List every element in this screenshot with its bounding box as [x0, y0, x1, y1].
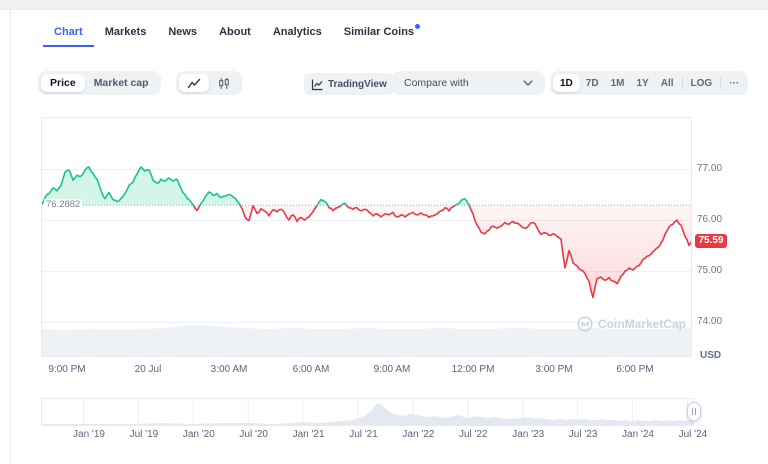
x-axis-label: 3:00 AM — [210, 364, 248, 375]
y-axis-label: 77.00 — [697, 163, 723, 174]
page-left-divider — [10, 10, 11, 464]
tab-chart[interactable]: Chart — [43, 27, 94, 47]
navigator-date-label: Jan '20 — [182, 429, 215, 440]
page-top-strip — [0, 0, 768, 10]
navigator-date-label: Jul '19 — [129, 429, 159, 440]
watermark: CoinMarketCap — [577, 316, 686, 332]
line-chart-type-button[interactable] — [179, 74, 209, 92]
section-tabs: Chart Markets News About Analytics Similar Co… — [43, 24, 425, 47]
current-price-tag: 75.59 — [695, 234, 727, 248]
candlestick-chart-icon — [219, 77, 229, 89]
chart-type-toggle — [176, 71, 242, 95]
navigator-date-label: Jul '24 — [678, 429, 708, 440]
tab-markets[interactable]: Markets — [104, 26, 147, 38]
timeline-navigator[interactable] — [41, 398, 694, 426]
x-axis-label: 9:00 AM — [373, 364, 411, 375]
navigator-date-label: Jul '21 — [349, 429, 378, 440]
time-range-selector: 1D 7D 1M 1Y All LOG ··· — [550, 71, 749, 95]
watermark-text: CoinMarketCap — [598, 317, 687, 331]
x-axis-label: 12:00 PM — [451, 364, 495, 375]
range-button-all[interactable]: All — [660, 77, 674, 89]
metric-toggle: Price Market cap — [38, 71, 161, 95]
chevron-down-icon — [523, 80, 533, 86]
tradingview-label: TradingView — [328, 78, 387, 90]
y-axis-label: 74.00 — [697, 316, 723, 327]
x-axis-label: 6:00 AM — [292, 364, 330, 375]
navigator-date-label: Jan '21 — [292, 429, 325, 440]
tab-about[interactable]: About — [219, 26, 251, 38]
divider — [720, 77, 722, 89]
compare-with-dropdown[interactable]: Compare with — [392, 71, 545, 95]
new-badge-dot — [415, 24, 421, 29]
navigator-date-label: Jul '23 — [568, 429, 598, 440]
x-axis-label: 9:00 PM — [48, 364, 86, 375]
navigator-date-label: Jul '20 — [239, 429, 268, 440]
tradingview-button[interactable]: TradingView — [304, 73, 394, 95]
tradingview-icon — [311, 79, 323, 90]
price-chart[interactable] — [41, 117, 692, 357]
compare-with-label: Compare with — [404, 77, 469, 89]
coinmarketcap-logo-icon — [577, 316, 593, 332]
y-axis-label: 76.00 — [697, 214, 723, 225]
navigator-date-label: Jan '19 — [73, 429, 105, 440]
line-chart-icon — [187, 78, 201, 88]
price-toggle-button[interactable]: Price — [41, 74, 85, 92]
candlestick-chart-type-button[interactable] — [209, 74, 239, 92]
navigator-date-label: Jan '24 — [622, 429, 654, 440]
range-button-1d[interactable]: 1D — [553, 74, 580, 92]
baseline-price-label: 76.2882 — [44, 199, 83, 211]
tab-news[interactable]: News — [168, 26, 198, 38]
x-axis-label: 3:00 PM — [535, 364, 573, 375]
navigator-date-label: Jan '22 — [402, 429, 435, 440]
tab-analytics[interactable]: Analytics — [272, 26, 322, 38]
navigator-date-label: Jan '23 — [512, 429, 545, 440]
x-axis-label: 20 Jul — [134, 364, 162, 375]
more-options-button[interactable]: ··· — [729, 77, 740, 89]
range-button-1m[interactable]: 1M — [610, 77, 625, 89]
navigator-range-handle[interactable] — [687, 402, 701, 421]
tab-similar-coins[interactable]: Similar Coins — [333, 24, 425, 47]
log-scale-button[interactable]: LOG — [690, 77, 713, 89]
marketcap-toggle-button[interactable]: Market cap — [93, 77, 149, 89]
currency-label: USD — [700, 350, 722, 361]
x-axis-label: 6:00 PM — [616, 364, 654, 375]
range-button-1y[interactable]: 1Y — [636, 77, 649, 89]
divider — [681, 77, 683, 89]
range-button-7d[interactable]: 7D — [585, 77, 599, 89]
navigator-date-label: Jul '22 — [459, 429, 488, 440]
y-axis-label: 75.00 — [697, 265, 723, 276]
